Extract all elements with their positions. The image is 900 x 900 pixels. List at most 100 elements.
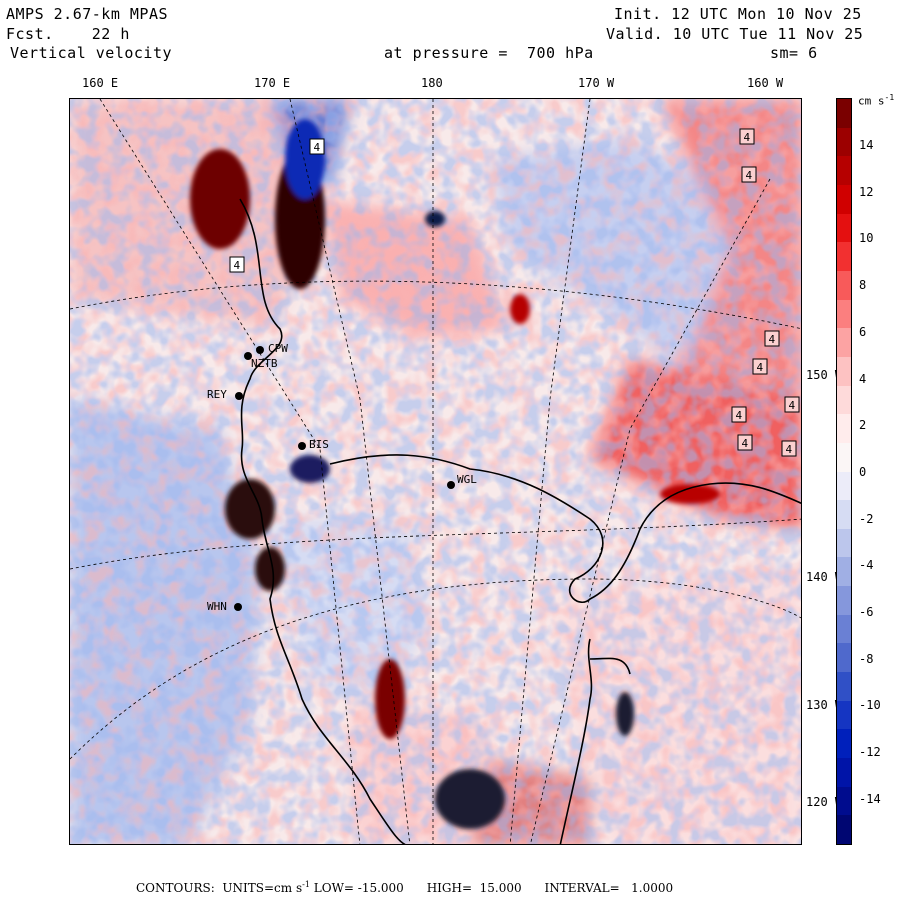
- colorbar-segment: [837, 242, 851, 272]
- highlight-box: 4: [784, 396, 800, 413]
- colorbar-tick: 12: [859, 184, 874, 199]
- colorbar-units-text: cm s: [858, 94, 885, 108]
- colorbar-segment: [837, 786, 851, 816]
- units-label: UNITS=cm s: [222, 881, 303, 895]
- svg-text:4: 4: [234, 259, 241, 272]
- colorbar-segment: [837, 643, 851, 673]
- lon-label-170e: 170 E: [254, 76, 291, 90]
- svg-text:4: 4: [742, 437, 749, 450]
- station-dot-rey: [235, 392, 243, 400]
- contour-info: CONTOURS: UNITS=cm s-1 LOW= -15.000 HIGH…: [136, 880, 673, 895]
- highlight-box: 4: [309, 138, 325, 155]
- colorbar-tick: 4: [859, 371, 867, 386]
- coastline: [239, 198, 801, 844]
- colorbar-tick: -8: [859, 651, 874, 666]
- units-exp: -1: [302, 880, 310, 889]
- colorbar-tick: -6: [859, 605, 874, 619]
- colorbar-units-exp: -1: [884, 93, 895, 102]
- vertical-velocity-map: 4 4 4 4 4 4 4 4 4 4 CPW NZTB REY BIS WGL WHN: [69, 98, 802, 845]
- colorbar-segment: [837, 184, 851, 215]
- colorbar-tick: 10: [859, 231, 874, 246]
- highlight-box: 4: [229, 256, 245, 273]
- highlight-box: 4: [752, 358, 768, 375]
- pressure-level: at pressure = 700 hPa: [384, 44, 594, 62]
- colorbar-units: cm s-1: [858, 93, 894, 108]
- colorbar-segment: [837, 442, 851, 472]
- contours-label: CONTOURS:: [136, 881, 215, 895]
- station-whn: WHN: [207, 600, 227, 613]
- svg-text:4: 4: [769, 333, 776, 346]
- fcst-value: 22 h: [91, 25, 130, 43]
- svg-text:4: 4: [786, 443, 793, 456]
- station-dot-whn: [234, 603, 242, 611]
- station-nztb: NZTB: [251, 357, 278, 370]
- colorbar-segment: [837, 99, 851, 129]
- svg-text:4: 4: [757, 361, 764, 374]
- colorbar-tick: 8: [859, 278, 867, 293]
- colorbar-segment: [837, 729, 851, 759]
- colorbar-segment: [837, 414, 851, 444]
- svg-text:4: 4: [789, 399, 796, 412]
- colorbar-segment: [837, 758, 851, 788]
- colorbar-segment: [837, 356, 851, 387]
- colorbar-segment: [837, 328, 851, 358]
- init-time: Init. 12 UTC Mon 10 Nov 25: [614, 5, 862, 23]
- station-dot-cpw: [256, 346, 264, 354]
- colorbar-segment: [837, 385, 851, 415]
- highlight-box: 4: [781, 440, 797, 457]
- colorbar-tick: -12: [859, 745, 881, 760]
- highlight-box: 4: [764, 330, 780, 347]
- svg-text:4: 4: [744, 131, 751, 144]
- highlight-box: 4: [741, 166, 757, 183]
- map-canvas: 4 4 4 4 4 4 4 4 4 4: [70, 99, 801, 844]
- colorbar-tick: 14: [859, 138, 874, 152]
- forecast-hour: Fcst. 22 h: [6, 24, 130, 44]
- colorbar-segment: [837, 528, 851, 558]
- graticule: [70, 99, 801, 844]
- colorbar: [836, 98, 852, 845]
- colorbar-segment: [837, 156, 851, 186]
- valid-time: Valid. 10 UTC Tue 11 Nov 25: [606, 25, 864, 43]
- colorbar-segment: [837, 213, 851, 243]
- lon-label-170w: 170 W: [578, 76, 615, 90]
- lon-label-160w: 160 W: [747, 76, 784, 90]
- colorbar-segment: [837, 471, 851, 501]
- colorbar-segment: [837, 270, 851, 301]
- highlight-box: 4: [737, 434, 753, 451]
- colorbar-segment: [837, 557, 851, 587]
- station-dot-wgl: [447, 481, 455, 489]
- low-value: LOW= -15.000: [313, 881, 404, 895]
- svg-text:4: 4: [746, 169, 753, 182]
- colorbar-segment: [837, 586, 851, 616]
- fcst-label: Fcst.: [6, 25, 54, 43]
- colorbar-segment: [837, 672, 851, 702]
- station-bis: BIS: [309, 438, 329, 451]
- colorbar-tick: 6: [859, 324, 867, 339]
- highlight-box: 4: [739, 128, 755, 145]
- colorbar-segment: [837, 500, 851, 530]
- colorbar-tick: -10: [859, 698, 881, 713]
- colorbar-tick: -2: [859, 511, 874, 526]
- svg-text:4: 4: [736, 409, 743, 422]
- colorbar-tick: 2: [859, 418, 867, 433]
- colorbar-segment: [837, 299, 851, 329]
- colorbar-segment: [837, 127, 851, 157]
- station-dot-bis: [298, 442, 306, 450]
- smoothing: sm= 6: [770, 44, 818, 62]
- highlight-boxes: 4 4 4 4 4 4 4 4 4 4: [229, 128, 800, 457]
- colorbar-tick: 0: [859, 464, 867, 479]
- station-dot-nztb: [244, 352, 252, 360]
- colorbar-tick: -4: [859, 558, 874, 573]
- station-wgl: WGL: [457, 473, 477, 486]
- station-cpw: CPW: [268, 342, 288, 355]
- noise-texture: [70, 99, 801, 844]
- lon-label-160e: 160 E: [82, 76, 119, 90]
- colorbar-tick: -14: [859, 791, 881, 806]
- station-rey: REY: [207, 388, 227, 401]
- field-name: Vertical velocity: [10, 44, 173, 62]
- high-value: HIGH= 15.000: [426, 881, 522, 895]
- colorbar-segment: [837, 700, 851, 730]
- colorbar-segment: [837, 614, 851, 644]
- strong-cells: [190, 119, 720, 829]
- colorbar-segment: [837, 815, 851, 845]
